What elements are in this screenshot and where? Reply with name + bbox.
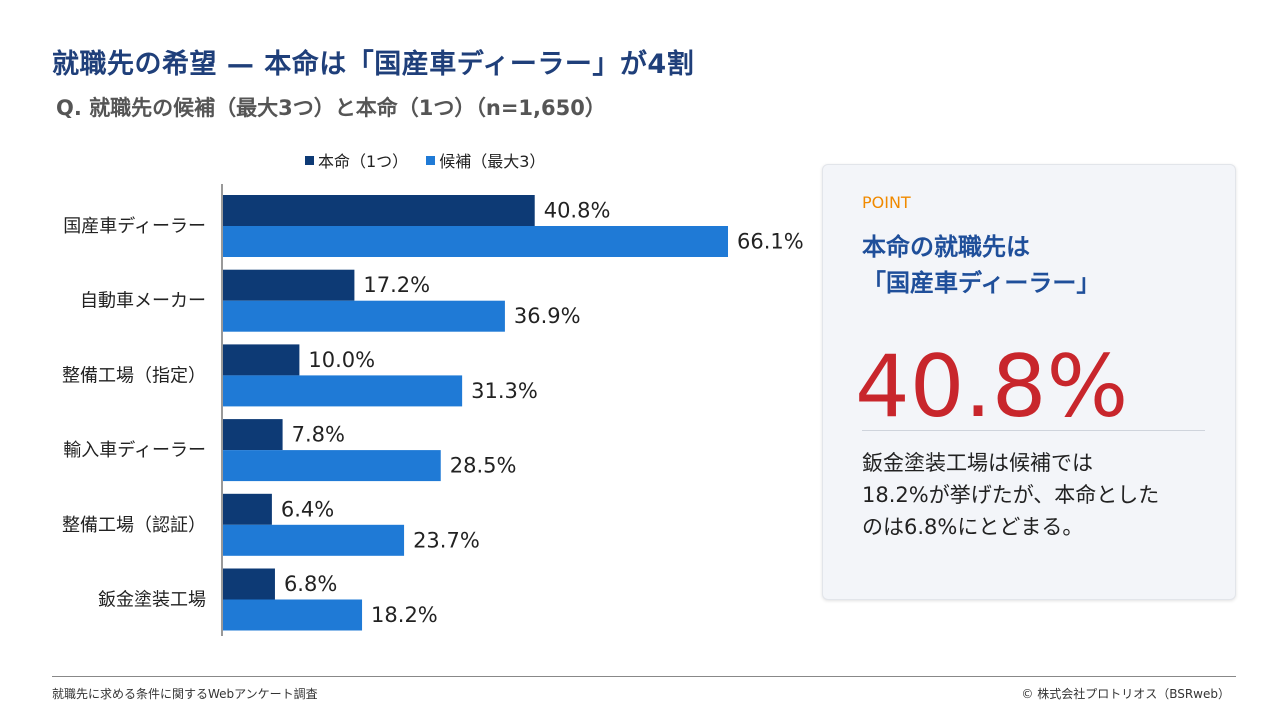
category-label: 整備工場（指定） <box>62 365 206 386</box>
bar-value-label: 18.2% <box>371 603 438 627</box>
legend-label-primary: 本命（1つ） <box>318 152 409 171</box>
point-heading: 本命の就職先は 「国産車ディーラー」 <box>862 229 1202 301</box>
bar-value-label: 6.4% <box>281 497 334 521</box>
legend-swatch-primary <box>305 155 314 165</box>
category-label: 国産車ディーラー <box>63 216 206 237</box>
bar-value-label: 6.8% <box>284 572 337 596</box>
point-panel: POINT 本命の就職先は 「国産車ディーラー」 40.8% 鈑金塗装工場は候補… <box>822 164 1236 600</box>
point-body-line3: のは6.8%にとどまる。 <box>862 515 1084 539</box>
bar-chart: 国産車ディーラー 40.8% 66.1% 自動車メーカー 17.2% 36.9% 整備工場（… <box>62 184 804 636</box>
bar-primary <box>223 568 275 600</box>
bar-value-label: 28.5% <box>450 454 517 478</box>
chart-legend: 本命（1つ） 候補（最大3） <box>305 148 545 172</box>
panel-divider <box>862 430 1205 431</box>
point-body-line2: 18.2%が挙げたが、本命とした <box>862 483 1160 507</box>
bar-candidate <box>223 599 363 631</box>
bar-candidate <box>223 226 729 257</box>
category-label: 自動車メーカー <box>80 291 206 312</box>
point-body-line1: 鈑金塗装工場は候補では <box>862 451 1093 475</box>
legend-label-secondary: 候補（最大3） <box>439 152 546 171</box>
legend-swatch-secondary <box>426 155 436 165</box>
highlight-number: 40.8% <box>855 337 1129 437</box>
category-label: 整備工場（認証） <box>62 515 206 536</box>
bar-primary <box>223 493 272 525</box>
page-title: 就職先の希望 — 本命は「国産車ディーラー」が4割 <box>52 49 695 80</box>
bar-value-label: 36.9% <box>514 304 581 328</box>
legend-item-secondary: 候補（最大3） <box>426 148 545 172</box>
point-tag: POINT <box>862 193 911 212</box>
bar-candidate <box>223 300 505 332</box>
bar-candidate <box>223 524 405 556</box>
bar-primary <box>223 195 535 226</box>
question-subtitle: Q. 就職先の候補（最大3つ）と本命（1つ）（n=1,650） <box>56 96 606 120</box>
category-label: 輸入車ディーラー <box>63 440 206 461</box>
point-heading-line1: 本命の就職先は <box>862 233 1030 261</box>
point-body: 鈑金塗装工場は候補では 18.2%が挙げたが、本命とした のは6.8%にとどまる… <box>862 447 1212 543</box>
bar-value-label: 17.2% <box>363 273 430 297</box>
bar-value-label: 7.8% <box>292 423 345 447</box>
bar-candidate <box>223 450 441 482</box>
footer-source: 就職先に求める条件に関するWebアンケート調査 <box>52 687 318 701</box>
bar-value-label: 10.0% <box>308 348 375 372</box>
footer-copyright: © 株式会社プロトリオス（BSRweb） <box>1021 687 1230 701</box>
footer-divider <box>52 676 1236 677</box>
bar-primary <box>223 344 300 376</box>
bar-value-label: 40.8% <box>544 199 611 223</box>
bar-value-label: 66.1% <box>737 230 804 254</box>
bar-primary <box>223 269 355 301</box>
point-heading-line2: 「国産車ディーラー」 <box>862 269 1101 297</box>
bar-candidate <box>223 375 463 407</box>
bar-primary <box>223 419 283 451</box>
bar-value-label: 23.7% <box>413 528 480 552</box>
category-label: 鈑金塗装工場 <box>98 589 206 611</box>
legend-item-primary: 本命（1つ） <box>305 148 408 172</box>
bar-value-label: 31.3% <box>471 379 538 403</box>
